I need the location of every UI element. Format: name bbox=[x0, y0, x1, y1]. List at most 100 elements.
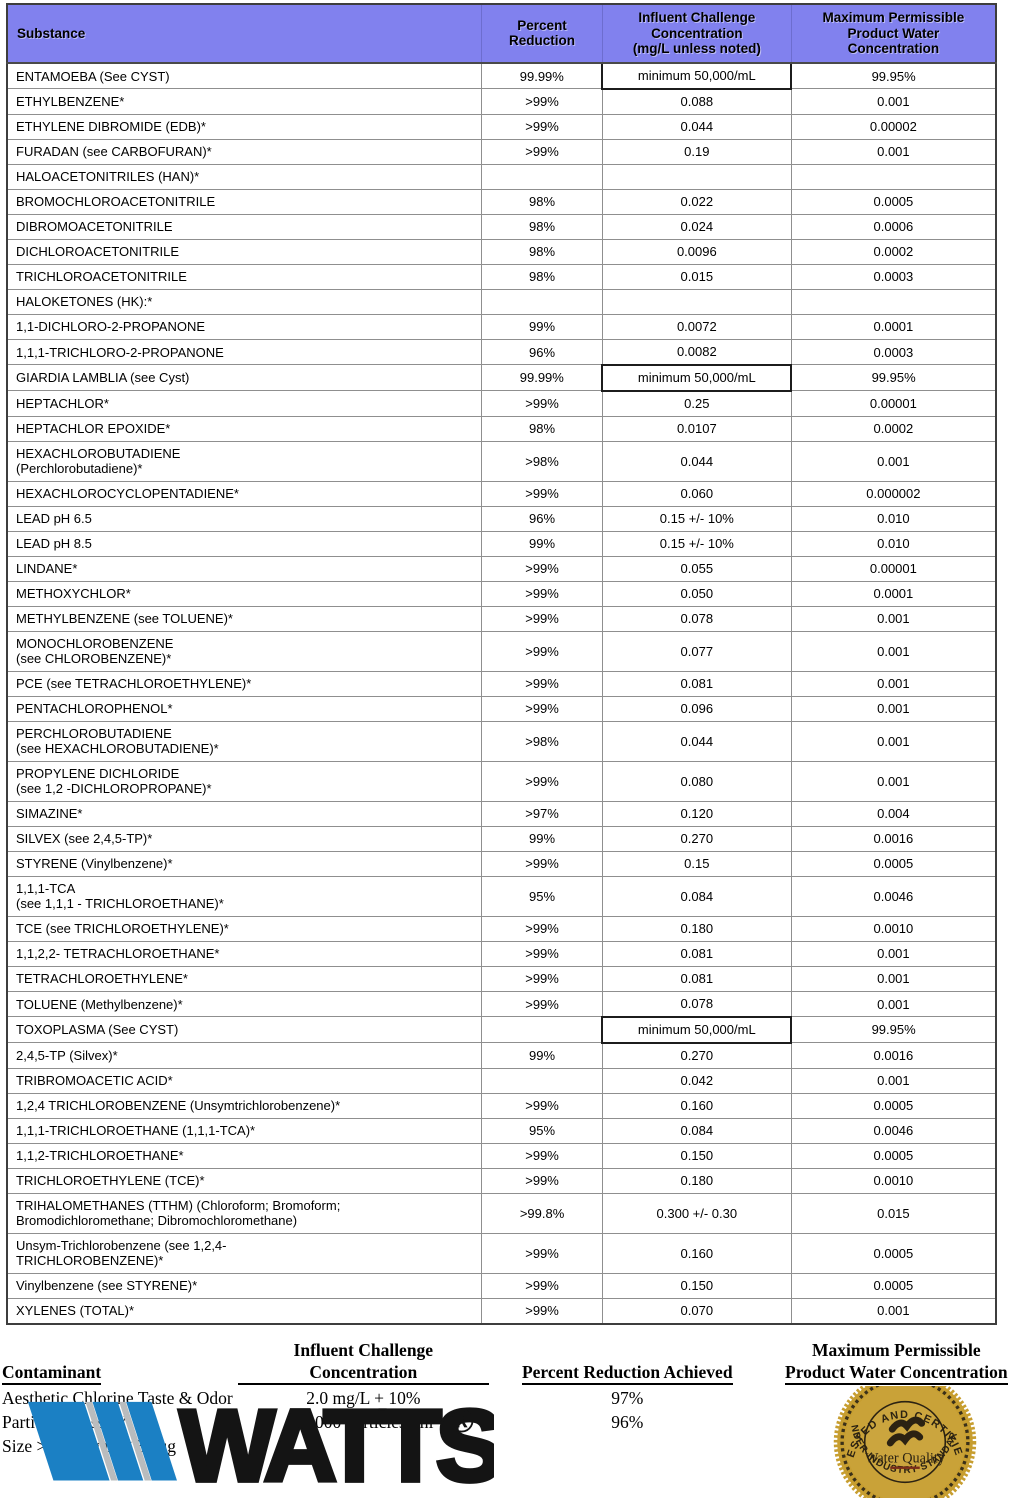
percent-reduction-cell: >99% bbox=[481, 760, 603, 802]
watts-wordmark: WATTS bbox=[180, 1398, 494, 1488]
influent-concentration-cell: 0.19 bbox=[601, 138, 792, 165]
percent-reduction-cell: 95% bbox=[481, 1117, 603, 1144]
column-header-max-permissible: Maximum Permissible Product Water Concen… bbox=[790, 3, 997, 64]
table-row: XYLENES (TOTAL)* >99% 0.070 0.001 bbox=[6, 1297, 997, 1325]
percent-reduction-cell bbox=[481, 163, 603, 190]
substance-cell: 1,1-DICHLORO-2-PROPANONE bbox=[6, 313, 483, 340]
max-permissible-cell: 0.001 bbox=[790, 760, 997, 802]
max-permissible-cell: 0.0001 bbox=[790, 580, 997, 607]
influent-concentration-cell: 0.022 bbox=[601, 188, 792, 215]
max-permissible-cell: 0.00001 bbox=[790, 390, 997, 417]
table-row: LEAD pH 8.5 99% 0.15 +/- 10% 0.010 bbox=[6, 530, 997, 557]
table-row: TRICHLOROACETONITRILE 98% 0.015 0.0003 bbox=[6, 263, 997, 290]
table-row: STYRENE (Vinylbenzene)* >99% 0.15 0.0005 bbox=[6, 850, 997, 877]
influent-concentration-cell: 0.080 bbox=[601, 760, 792, 802]
percent-reduction-cell: >99% bbox=[481, 138, 603, 165]
influent-concentration-cell: 0.088 bbox=[601, 88, 792, 115]
percent-reduction-cell: >99% bbox=[481, 555, 603, 582]
influent-concentration-cell: 0.180 bbox=[601, 915, 792, 942]
max-permissible-cell: 0.0016 bbox=[790, 825, 997, 852]
table-row: DICHLOROACETONITRILE 98% 0.0096 0.0002 bbox=[6, 238, 997, 265]
influent-concentration-cell: 0.081 bbox=[601, 965, 792, 992]
registered-trademark-symbol: ® bbox=[449, 1403, 474, 1440]
max-permissible-cell: 0.001 bbox=[790, 1297, 997, 1325]
percent-reduction-cell: >99% bbox=[481, 1092, 603, 1119]
max-permissible-cell: 0.00001 bbox=[790, 555, 997, 582]
max-permissible-cell: 0.0005 bbox=[790, 1272, 997, 1299]
substance-cell: TRICHLOROACETONITRILE bbox=[6, 263, 483, 290]
substance-cell: PROPYLENE DICHLORIDE (see 1,2 -DICHLOROP… bbox=[6, 760, 483, 802]
max-permissible-cell: 0.0010 bbox=[790, 1167, 997, 1194]
substance-cell: LINDANE* bbox=[6, 555, 483, 582]
percent-reduction-cell bbox=[481, 1067, 603, 1094]
column-header-influent-concentration: Influent Challenge Concentration (mg/L u… bbox=[601, 3, 792, 64]
percent-reduction-cell: 95% bbox=[481, 875, 603, 917]
table-row: TOXOPLASMA (See CYST) minimum 50,000/mL … bbox=[6, 1015, 997, 1044]
influent-concentration-cell: 0.096 bbox=[601, 695, 792, 722]
table-row: HEXACHLOROBUTADIENE (Perchlorobutadiene)… bbox=[6, 440, 997, 482]
table-row: ETHYLBENZENE* >99% 0.088 0.001 bbox=[6, 88, 997, 115]
substance-cell: FURADAN (see CARBOFURAN)* bbox=[6, 138, 483, 165]
percent-reduction-cell: 98% bbox=[481, 213, 603, 240]
percent-reduction-cell: >99% bbox=[481, 1167, 603, 1194]
influent-concentration-cell: 0.044 bbox=[601, 113, 792, 140]
summary-percent-cell: 96% bbox=[611, 1411, 644, 1432]
max-permissible-cell: 99.95% bbox=[790, 62, 997, 90]
influent-concentration-cell: 0.042 bbox=[601, 1067, 792, 1094]
substance-cell: SIMAZINE* bbox=[6, 800, 483, 827]
percent-reduction-cell: 99% bbox=[481, 825, 603, 852]
max-permissible-cell: 0.0005 bbox=[790, 188, 997, 215]
percent-reduction-cell: >99% bbox=[481, 915, 603, 942]
substance-cell: 1,1,1-TRICHLOROETHANE (1,1,1-TCA)* bbox=[6, 1117, 483, 1144]
max-permissible-cell: 0.001 bbox=[790, 630, 997, 672]
table-row: HALOKETONES (HK):* bbox=[6, 288, 997, 315]
summary-influent-cell: 2.0 mg/L + 10% bbox=[306, 1387, 421, 1408]
percent-reduction-cell: >99% bbox=[481, 990, 603, 1018]
influent-concentration-cell: 0.078 bbox=[601, 605, 792, 632]
max-permissible-cell: 0.0046 bbox=[790, 1117, 997, 1144]
table-row: TRICHLOROETHYLENE (TCE)* >99% 0.180 0.00… bbox=[6, 1167, 997, 1194]
max-permissible-cell: 0.001 bbox=[790, 990, 997, 1018]
influent-concentration-cell: 0.270 bbox=[601, 825, 792, 852]
table-row: SIMAZINE* >97% 0.120 0.004 bbox=[6, 800, 997, 827]
summary-header-percent-reduction: Percent Reduction Achieved bbox=[489, 1338, 766, 1386]
influent-concentration-cell: minimum 50,000/mL bbox=[601, 363, 793, 392]
influent-concentration-cell: 0.160 bbox=[601, 1232, 792, 1274]
max-permissible-cell: 99.95% bbox=[790, 1016, 997, 1044]
substance-cell: LEAD pH 6.5 bbox=[6, 505, 483, 532]
summary-header-influent: Influent Challenge Concentration bbox=[237, 1338, 489, 1386]
max-permissible-cell: 0.004 bbox=[790, 800, 997, 827]
table-row: 1,1,2,2- TETRACHLOROETHANE* >99% 0.081 0… bbox=[6, 940, 997, 967]
max-permissible-cell: 0.001 bbox=[790, 138, 997, 165]
percent-reduction-cell: 96% bbox=[481, 338, 603, 366]
table-row: Unsym-Trichlorobenzene (see 1,2,4- TRICH… bbox=[6, 1232, 997, 1274]
percent-reduction-cell: >99% bbox=[481, 480, 603, 507]
seal-graphic: TESTED AND CERTIFIED UNDER INDUSTRY STAN… bbox=[827, 1359, 977, 1503]
substance-cell: 1,2,4 TRICHLOROBENZENE (Unsymtrichlorobe… bbox=[6, 1092, 483, 1119]
substance-cell: LEAD pH 8.5 bbox=[6, 530, 483, 557]
influent-concentration-cell bbox=[601, 163, 792, 190]
max-permissible-cell: 0.0002 bbox=[790, 415, 997, 442]
summary-header-max-permissible: Maximum Permissible Product Water Concen… bbox=[766, 1338, 1027, 1386]
substance-cell: ENTAMOEBA (See CYST) bbox=[6, 62, 483, 90]
influent-concentration-cell: 0.081 bbox=[601, 670, 792, 697]
influent-concentration-cell: 0.084 bbox=[601, 875, 792, 917]
percent-reduction-cell: >99% bbox=[481, 1142, 603, 1169]
summary-influent-cell: 13,000 Particles /ml bbox=[293, 1411, 434, 1432]
contaminant-reduction-table: Substance Percent Reduction Influent Cha… bbox=[6, 3, 997, 1325]
substance-cell: HALOKETONES (HK):* bbox=[6, 288, 483, 315]
substance-cell: ETHYLBENZENE* bbox=[6, 88, 483, 115]
substance-cell: 1,1,2-TRICHLOROETHANE* bbox=[6, 1142, 483, 1169]
influent-concentration-cell: 0.060 bbox=[601, 480, 792, 507]
seal-center-text: Water Quality bbox=[865, 1451, 946, 1467]
table-row: SILVEX (see 2,4,5-TP)* 99% 0.270 0.0016 bbox=[6, 825, 997, 852]
influent-concentration-cell: minimum 50,000/mL bbox=[601, 1015, 793, 1044]
table-row: 1,1,1-TCA (see 1,1,1 - TRICHLOROETHANE)*… bbox=[6, 875, 997, 917]
influent-concentration-cell: 0.070 bbox=[601, 1297, 792, 1325]
table-row: TCE (see TRICHLOROETHYLENE)* >99% 0.180 … bbox=[6, 915, 997, 942]
influent-concentration-cell: 0.081 bbox=[601, 940, 792, 967]
max-permissible-cell: 0.001 bbox=[790, 1067, 997, 1094]
influent-concentration-cell: 0.120 bbox=[601, 800, 792, 827]
substance-table-body: ENTAMOEBA (See CYST) 99.99% minimum 50,0… bbox=[6, 61, 997, 1325]
summary-header-contaminant: Contaminant bbox=[2, 1338, 238, 1386]
